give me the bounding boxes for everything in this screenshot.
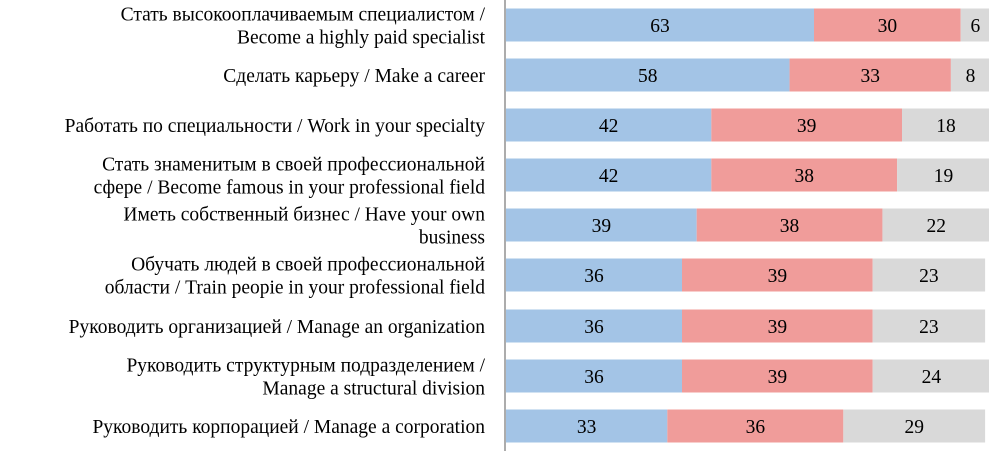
category-label-line: Руководить организацией / Manage an orga…	[69, 317, 486, 338]
data-label: 36	[584, 317, 604, 338]
category-label-line: Руководить корпорацией / Manage a corpor…	[92, 417, 485, 438]
bar-segment-1	[506, 309, 682, 343]
data-label: 42	[599, 166, 619, 187]
bars-layer: 63 30 6 58 33 8 42 39 18 42 38 19 39 38 22 36 39 23 36 39 23…	[506, 8, 989, 443]
data-label: 63	[650, 16, 670, 37]
bar-segment-3	[872, 309, 986, 343]
category-label-line: области / Train peopie in your professio…	[105, 278, 485, 299]
data-label: 8	[966, 66, 976, 87]
bar-segment-3	[843, 409, 986, 443]
data-label: 33	[577, 417, 597, 438]
category-label: Руководить организацией / Manage an orga…	[69, 317, 486, 338]
bar-segment-2	[682, 258, 873, 292]
bar-segment-1	[506, 258, 682, 292]
category-label: Руководить структурным подразделением / M…	[126, 356, 485, 400]
data-label: 39	[797, 116, 817, 137]
data-label: 39	[768, 367, 788, 388]
category-label-line: Работать по специальности / Work in your…	[65, 116, 486, 137]
bar-segment-3	[872, 359, 989, 393]
category-label: Сделать карьеру / Make a career	[223, 66, 485, 87]
bar-segment-3	[960, 8, 989, 42]
bar-segment-1	[506, 208, 697, 242]
data-label: 39	[768, 317, 788, 338]
data-label: 42	[599, 116, 619, 137]
bar-segment-3	[882, 208, 989, 242]
data-label: 39	[768, 266, 788, 287]
category-label: Работать по специальности / Work in your…	[65, 116, 486, 137]
category-label-line: Стать знаменитым в своей профессионально…	[102, 155, 485, 176]
data-label: 33	[860, 66, 880, 87]
category-label-line: Иметь собственный бизнес / Have your own	[123, 205, 485, 226]
data-label: 38	[780, 216, 800, 237]
data-label: 19	[934, 166, 954, 187]
data-label: 24	[922, 367, 942, 388]
bar-segment-1	[506, 8, 814, 42]
bar-segment-3	[950, 58, 989, 92]
category-label-line: business	[419, 228, 485, 249]
bar-segment-2	[814, 8, 961, 42]
bar-segment-2	[667, 409, 844, 443]
category-label-line: Обучать людей в своей профессиональной	[131, 255, 485, 276]
data-label: 36	[584, 266, 604, 287]
bar-segment-2	[682, 359, 873, 393]
data-label: 18	[936, 116, 956, 137]
data-label: 38	[794, 166, 814, 187]
category-label: Обучать людей в своей профессиональной об…	[105, 255, 485, 299]
category-label: Иметь собственный бизнес / Have your own…	[123, 205, 485, 249]
category-labels-layer: Стать высокооплачиваемым специалистом / B…	[65, 5, 486, 439]
category-label: Руководить корпорацией / Manage a corpor…	[92, 417, 485, 438]
data-label: 30	[878, 16, 898, 37]
category-label-line: Руководить структурным подразделением /	[126, 356, 485, 377]
category-label: Стать знаменитым в своей профессионально…	[94, 155, 486, 199]
bar-segment-2	[711, 108, 902, 142]
bar-segment-3	[872, 258, 986, 292]
data-label: 23	[919, 266, 939, 287]
category-label-line: Стать высокооплачиваемым специалистом /	[121, 5, 486, 26]
data-label: 36	[746, 417, 766, 438]
category-label-line: Manage a structural division	[262, 379, 485, 400]
bar-segment-2	[789, 58, 951, 92]
data-label: 36	[584, 367, 604, 388]
bar-segment-1	[506, 108, 712, 142]
category-label-line: Become a highly paid specialist	[237, 28, 486, 49]
data-label: 6	[970, 16, 980, 37]
category-label-line: сфере / Become famous in your profession…	[94, 178, 486, 199]
data-label: 58	[638, 66, 658, 87]
bar-segment-3	[897, 158, 989, 192]
bar-segment-2	[711, 158, 898, 192]
bar-segment-1	[506, 58, 790, 92]
bar-segment-2	[682, 309, 873, 343]
data-label: 23	[919, 317, 939, 338]
category-label: Стать высокооплачиваемым специалистом / B…	[121, 5, 486, 49]
bar-segment-1	[506, 409, 668, 443]
data-label: 22	[926, 216, 946, 237]
bar-segment-1	[506, 158, 712, 192]
data-label: 39	[592, 216, 612, 237]
data-label: 29	[904, 417, 924, 438]
category-label-line: Сделать карьеру / Make a career	[223, 66, 485, 87]
bar-segment-3	[902, 108, 989, 142]
bar-segment-2	[696, 208, 883, 242]
bar-segment-1	[506, 359, 682, 393]
